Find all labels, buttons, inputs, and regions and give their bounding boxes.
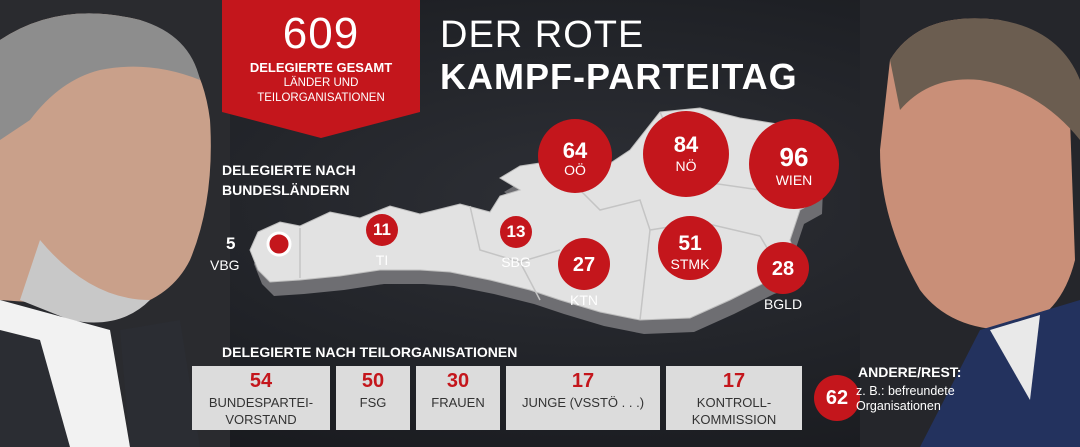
ti-label: TI	[375, 252, 389, 268]
ti-circle	[366, 214, 398, 246]
stmk-label: STMK	[670, 256, 710, 272]
org-value: 17	[722, 370, 746, 392]
rest-line2: Organisationen	[856, 399, 941, 413]
wien-label: WIEN	[775, 172, 813, 188]
ktn-value: 27	[572, 254, 596, 276]
ooe-circle	[538, 119, 612, 193]
org-value: 50	[361, 370, 385, 392]
sbg-circle	[500, 216, 532, 248]
ooe-label: OÖ	[564, 162, 586, 178]
org-label: JUNGE (VSSTÖ . . .)	[521, 395, 645, 410]
politician-left-photo	[0, 0, 230, 447]
total-sublabel-2: TEILORGANISATIONEN	[257, 92, 385, 104]
sbg-label: SBG	[501, 254, 531, 270]
headline-line1: DER ROTE	[440, 14, 645, 56]
bgld-circle	[757, 242, 809, 294]
noe-circle	[643, 111, 729, 197]
orgs-section-title: DELEGIERTE NACH TEILORGANISATIONEN	[222, 344, 518, 360]
stmk-circle	[658, 216, 722, 280]
org-label: BUNDESPARTEI-	[208, 395, 314, 410]
total-sublabel-1: LÄNDER UND	[283, 77, 359, 89]
bgld-label: BGLD	[763, 296, 803, 312]
org-label: FSG	[359, 395, 387, 410]
wien-circle	[749, 119, 839, 209]
rest-description: z. B.: befreundete Organisationen	[856, 384, 955, 414]
noe-label: NÖ	[675, 158, 697, 174]
org-value: 30	[446, 370, 470, 392]
rest-value: 62	[814, 375, 860, 421]
vbg-value: 5	[226, 234, 236, 253]
org-box: 17 KONTROLL- KOMMISSION	[666, 366, 802, 430]
states-section-title: DELEGIERTE NACH BUNDESLÄNDERN	[222, 160, 356, 200]
org-label: FRAUEN	[431, 395, 485, 410]
org-box: 50 FSG	[336, 366, 410, 430]
org-box: 30 FRAUEN	[416, 366, 500, 430]
stmk-value: 51	[678, 232, 702, 255]
headline-line2: KAMPF-PARTEITAG	[440, 56, 798, 97]
vbg-circle	[266, 231, 292, 257]
noe-value: 84	[673, 132, 699, 157]
total-banner-text: 609 DELEGIERTE GESAMT LÄNDER UND TEILORG…	[222, 0, 420, 105]
wien-value: 96	[779, 142, 809, 172]
org-value: 54	[249, 370, 273, 392]
bgld-value: 28	[771, 258, 795, 280]
rest-title: ANDERE/REST:	[858, 364, 962, 380]
ti-value: 11	[373, 220, 391, 239]
ktn-circle	[558, 238, 610, 290]
vbg-label: VBG	[210, 257, 240, 273]
rest-line1: z. B.: befreundete	[856, 384, 955, 398]
sbg-value: 13	[506, 222, 526, 241]
org-label: VORSTAND	[225, 412, 297, 427]
politician-right-photo	[860, 0, 1080, 447]
org-label: KOMMISSION	[691, 412, 777, 427]
total-banner	[222, 0, 420, 138]
org-label: KONTROLL-	[696, 395, 772, 410]
total-number: 609	[282, 9, 360, 58]
org-box: 54 BUNDESPARTEI- VORSTAND	[192, 366, 330, 430]
org-box: 17 JUNGE (VSSTÖ . . .)	[506, 366, 660, 430]
total-label: DELEGIERTE GESAMT	[249, 60, 393, 75]
states-section-line1: DELEGIERTE NACH	[222, 162, 356, 178]
ooe-value: 64	[562, 138, 588, 163]
ktn-label: KTN	[570, 292, 598, 308]
org-value: 17	[571, 370, 595, 392]
states-section-line2: BUNDESLÄNDERN	[222, 182, 350, 198]
